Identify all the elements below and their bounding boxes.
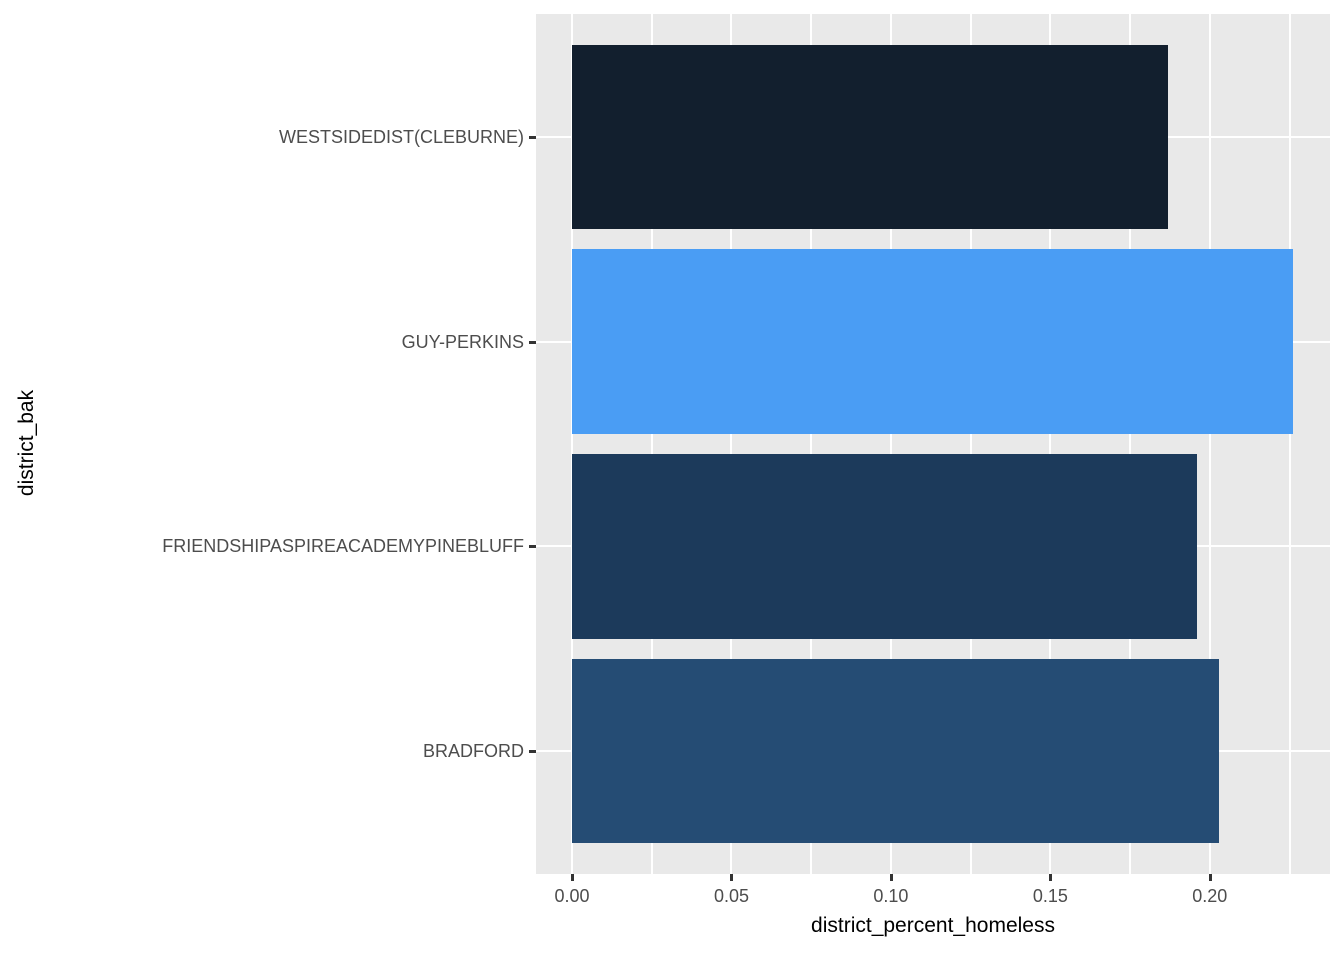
gridline-minor-vertical <box>969 14 972 874</box>
gridline-major-vertical <box>1049 14 1052 874</box>
gridline-major-vertical <box>889 14 892 874</box>
x-axis-tick-mark <box>571 874 575 881</box>
gridline-minor-vertical <box>650 14 653 874</box>
y-axis-tick-label: FRIENDSHIPASPIREACADEMYPINEBLUFF <box>162 536 524 557</box>
y-axis-title: district_bak <box>15 389 38 497</box>
y-axis-tick-label: WESTSIDEDIST(CLEBURNE) <box>278 126 524 147</box>
y-axis-tick-mark <box>529 750 536 754</box>
gridline-major-vertical <box>730 14 733 874</box>
x-axis-tick-label: 0.20 <box>1192 886 1228 906</box>
x-axis-tick-mark <box>730 874 734 881</box>
y-axis-tick-label: BRADFORD <box>422 741 524 762</box>
bar <box>572 249 1293 434</box>
x-axis-tick-label: 0.00 <box>554 886 590 906</box>
x-axis-tick-mark <box>889 874 893 881</box>
bar <box>572 454 1198 639</box>
x-axis-title: district_percent_homeless <box>811 914 1055 937</box>
plot-panel <box>536 14 1330 874</box>
y-axis-tick-mark <box>529 545 536 549</box>
y-axis-tick-mark <box>529 340 536 344</box>
x-axis-tick-mark <box>1049 874 1053 881</box>
gridline-major-vertical <box>1208 14 1211 874</box>
x-axis-tick-label: 0.10 <box>873 886 909 906</box>
gridline-minor-vertical <box>810 14 813 874</box>
x-axis-tick-mark <box>1208 874 1212 881</box>
gridline-minor-vertical <box>1288 14 1291 874</box>
x-axis-tick-label: 0.05 <box>713 886 749 906</box>
gridline-minor-vertical <box>1129 14 1132 874</box>
y-axis-tick-label: GUY-PERKINS <box>401 331 524 352</box>
y-axis-tick-mark <box>529 135 536 139</box>
bar <box>572 44 1169 229</box>
bar <box>572 659 1220 844</box>
x-axis-tick-label: 0.15 <box>1032 886 1068 906</box>
gridline-major-vertical <box>571 14 574 874</box>
